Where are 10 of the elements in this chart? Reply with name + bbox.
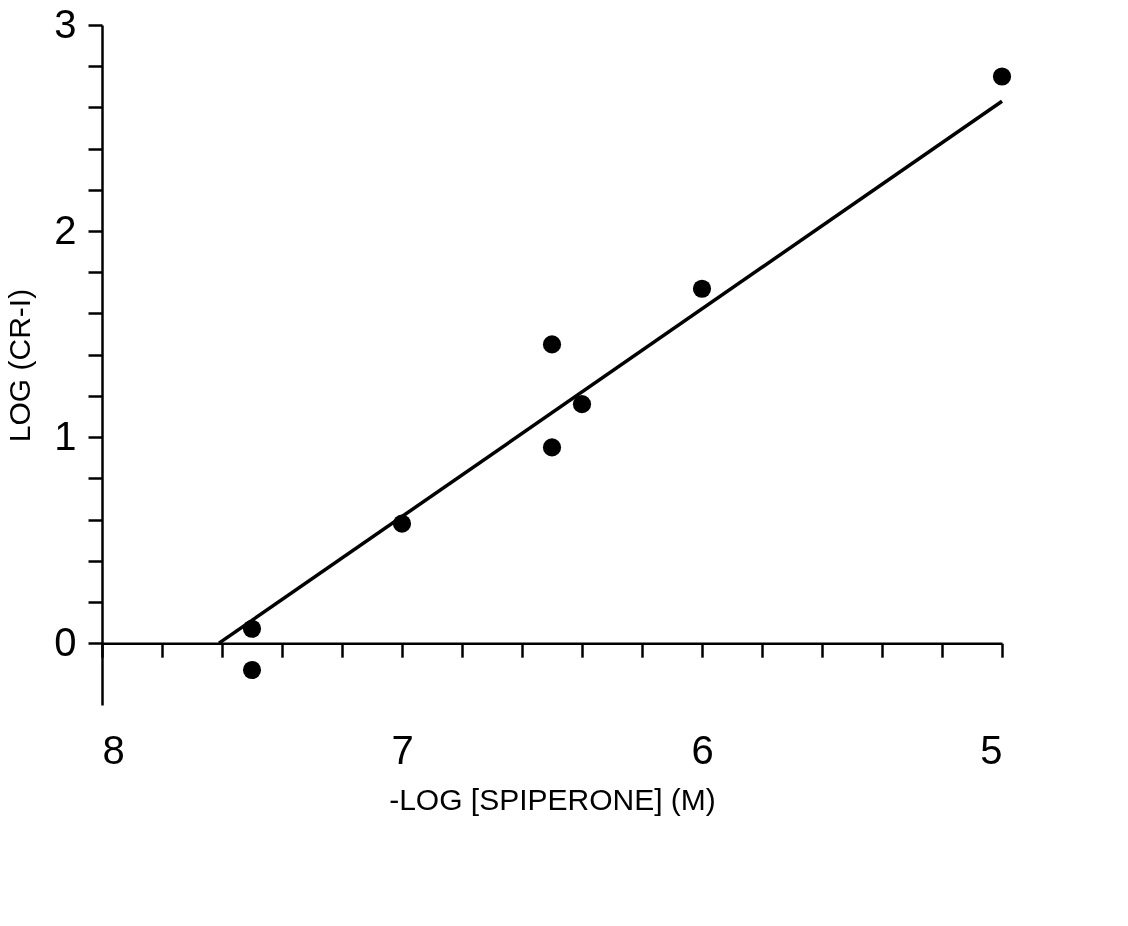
x-axis-title: -LOG [SPIPERONE] (M)	[389, 782, 716, 816]
y-tick-label: 0	[54, 619, 77, 664]
y-tick-label: 3	[54, 1, 77, 46]
x-tick-label: 6	[691, 727, 714, 772]
x-tick-label: 7	[391, 727, 414, 772]
y-axis-title: LOG (CR-I)	[3, 288, 37, 443]
x-tick-label: 5	[980, 727, 1003, 772]
y-tick-label: 1	[54, 413, 77, 458]
y-tick-label: 2	[54, 207, 77, 252]
x-tick-label: 8	[102, 727, 125, 772]
